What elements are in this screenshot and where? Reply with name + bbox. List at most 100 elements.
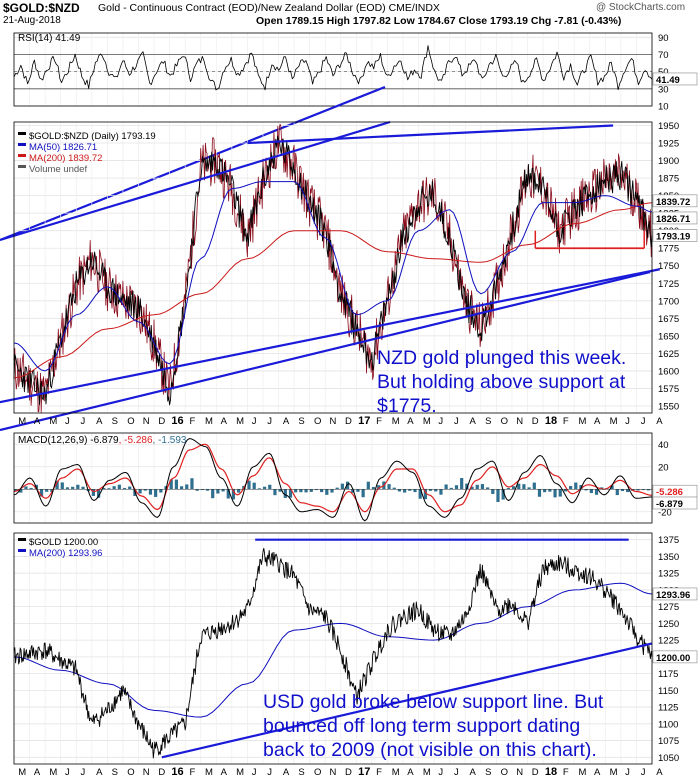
price-upper-left-trendline bbox=[0, 120, 391, 242]
macd-histogram-bar bbox=[154, 489, 158, 497]
rsi-y-tick: 30 bbox=[658, 84, 669, 95]
macd-histogram-bar bbox=[211, 489, 215, 499]
usd-frame bbox=[13, 532, 653, 765]
ma200-last-value-text: 1839.72 bbox=[656, 197, 690, 208]
usd-x-tick: O bbox=[314, 767, 321, 778]
price-y-tick: 1875 bbox=[658, 174, 679, 185]
price-y-tick: 1750 bbox=[658, 261, 679, 272]
price-legend-swatch bbox=[18, 132, 26, 135]
macd-histogram-bar bbox=[91, 489, 96, 496]
macd-histogram-bar bbox=[387, 484, 391, 490]
macd-histogram-bar bbox=[309, 489, 313, 492]
usd-x-tick: N bbox=[330, 767, 337, 778]
rsi-last-value-text: 41.49 bbox=[656, 75, 680, 86]
macd-signal-last: -5.286 bbox=[652, 484, 698, 498]
macd-histogram-bar bbox=[527, 487, 531, 490]
macd-frame bbox=[13, 432, 653, 524]
macd-histogram-bar bbox=[460, 478, 464, 490]
macd-y-tick: 40 bbox=[658, 440, 669, 451]
usd-x-tick: O bbox=[501, 767, 508, 778]
price-legend-swatch bbox=[18, 154, 26, 157]
macd-histogram-bar bbox=[351, 489, 355, 493]
price-x-tick: A bbox=[594, 416, 601, 427]
usd-x-tick: 16 bbox=[171, 766, 183, 778]
macd-histogram-bar bbox=[636, 489, 640, 491]
macd-y-tick: 20 bbox=[658, 462, 669, 473]
macd-histogram-bar bbox=[594, 489, 599, 495]
usd-x-tick: A bbox=[283, 767, 290, 778]
price-last-value-text: 1793.19 bbox=[656, 231, 690, 242]
macd-histogram-bar bbox=[486, 487, 490, 490]
macd-histogram-bar bbox=[231, 489, 236, 500]
price-x-tick: A bbox=[34, 416, 41, 427]
macd-histogram-bar bbox=[200, 489, 204, 491]
usd-y-tick: 1250 bbox=[658, 619, 679, 630]
usd-ma200-last: 1293.96 bbox=[652, 587, 698, 601]
macd-histogram-bar bbox=[205, 489, 210, 491]
ohlc-readout: Open 1789.15 High 1797.82 Low 1784.67 Cl… bbox=[256, 15, 622, 27]
price-y-tick: 1900 bbox=[658, 156, 679, 167]
macd-histogram-bar bbox=[558, 489, 562, 497]
macd-histogram-bar bbox=[117, 484, 121, 490]
macd-histogram-bar bbox=[45, 489, 49, 492]
usd-y-tick: 1150 bbox=[658, 686, 678, 697]
usd-gold-line bbox=[13, 547, 653, 759]
usd-x-tick: M bbox=[423, 767, 431, 778]
price-x-tick: F bbox=[189, 416, 195, 427]
macd-histogram-bar bbox=[299, 489, 303, 493]
usd-x-tick: A bbox=[407, 767, 414, 778]
price-x-tick: 18 bbox=[545, 415, 557, 427]
price-y-tick: 1925 bbox=[658, 139, 679, 150]
macd-histogram-bar bbox=[76, 484, 80, 490]
price-x-tick: M bbox=[236, 416, 244, 427]
macd-histogram-bar bbox=[553, 489, 557, 498]
price-x-tick: J bbox=[641, 416, 646, 427]
usd-y-tick: 1375 bbox=[658, 535, 679, 546]
macd-histogram-bar bbox=[304, 489, 308, 493]
macd-histogram-bar bbox=[257, 488, 261, 490]
usd-x-tick: M bbox=[610, 767, 618, 778]
rsi-last-value-box bbox=[652, 72, 698, 86]
ma50-line bbox=[13, 181, 653, 372]
macd-histogram-bar bbox=[418, 489, 422, 499]
price-x-tick: J bbox=[625, 416, 630, 427]
macd-histogram-bar bbox=[563, 489, 568, 492]
macd-histogram-bar bbox=[102, 488, 106, 490]
macd-histogram-bar bbox=[403, 489, 407, 493]
price-y-tick: 1775 bbox=[658, 244, 679, 255]
macd-histogram-bar bbox=[268, 484, 272, 490]
usd-legend-swatch bbox=[18, 538, 26, 541]
usd-y-tick: 1175 bbox=[658, 669, 678, 680]
price-x-tick: J bbox=[65, 416, 70, 427]
macd-histogram-bar bbox=[620, 489, 625, 492]
macd-histogram-bar bbox=[444, 484, 448, 490]
usd-x-tick: J bbox=[641, 767, 646, 778]
price-y-tick: 1575 bbox=[658, 384, 679, 395]
macd-histogram-bar bbox=[159, 489, 163, 493]
usd-support-line bbox=[161, 642, 653, 759]
usd-y-tick: 1275 bbox=[658, 602, 679, 613]
rsi-frame bbox=[13, 32, 653, 107]
price-x-tick: O bbox=[314, 416, 321, 427]
usd-x-tick: A bbox=[34, 767, 41, 778]
usd-x-tick: M bbox=[18, 767, 26, 778]
usd-annotation: USD gold broke below support line. But b… bbox=[263, 690, 603, 762]
macd-histogram-bar bbox=[262, 486, 267, 490]
macd-histogram-bar bbox=[65, 487, 70, 490]
macd-histogram-bar bbox=[138, 489, 142, 494]
ma50-last-value-box bbox=[652, 211, 698, 225]
price-line bbox=[13, 135, 653, 406]
price-x-tick: J bbox=[438, 416, 443, 427]
usd-x-tick: A bbox=[96, 767, 103, 778]
usd-x-tick: A bbox=[656, 767, 663, 778]
usd-x-tick: A bbox=[221, 767, 228, 778]
price-x-tick: F bbox=[563, 416, 569, 427]
usd-y-tick: 1350 bbox=[658, 552, 679, 563]
usd-x-tick: A bbox=[470, 767, 477, 778]
rsi-title: RSI(14) 41.49 bbox=[18, 33, 81, 44]
usd-x-tick: J bbox=[438, 767, 443, 778]
macd-histogram-bar bbox=[496, 489, 500, 502]
price-x-tick: M bbox=[392, 416, 400, 427]
